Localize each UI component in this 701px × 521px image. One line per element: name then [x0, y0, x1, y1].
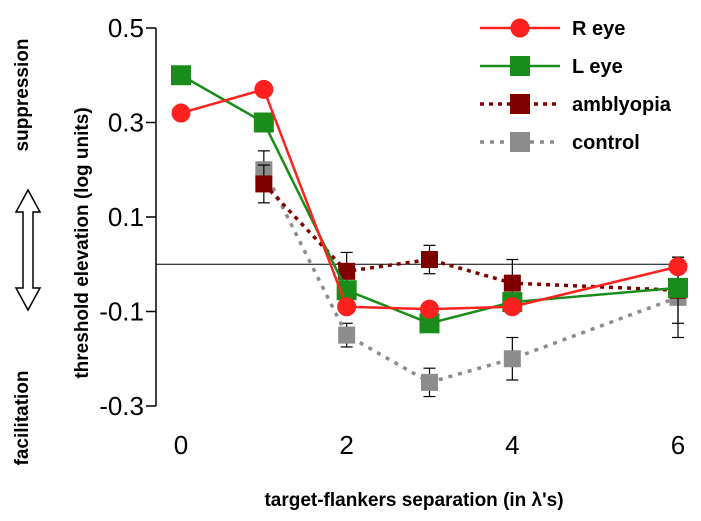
legend-label: control [572, 132, 640, 154]
data-point [337, 297, 357, 317]
x-axis-title: target-flankers separation (in λ's) [264, 490, 563, 511]
data-point [421, 373, 438, 391]
x-tick-label: 4 [505, 430, 519, 460]
data-point [502, 297, 522, 317]
legend-label: R eye [572, 18, 625, 40]
legend-marker [510, 132, 530, 152]
data-point [171, 103, 191, 123]
data-point [254, 79, 274, 99]
legend-marker [510, 94, 530, 114]
y-tick-label: 0.3 [108, 108, 144, 138]
data-point [253, 112, 274, 133]
x-tick-label: 0 [174, 430, 188, 460]
y-tick-label: 0.5 [108, 13, 144, 43]
data-point [421, 251, 438, 269]
data-point [255, 175, 273, 193]
data-point [338, 262, 356, 280]
data-point [668, 257, 688, 277]
double-arrow-icon [14, 188, 42, 312]
facilitation-label: facilitation [12, 370, 33, 465]
series-line-control [262, 168, 679, 385]
y-tick-label: -0.3 [99, 391, 144, 421]
y-tick-label: -0.1 [99, 297, 144, 327]
series-line-r-eye [180, 87, 679, 311]
data-point [171, 65, 191, 86]
legend-marker [510, 18, 530, 38]
data-point [338, 326, 356, 344]
y-axis-title: threshold elevation (log units) [72, 107, 93, 378]
x-tick-label: 2 [339, 430, 353, 460]
series-line-amblyopia [262, 182, 679, 292]
data-point [419, 313, 440, 334]
y-tick-label: 0.1 [108, 202, 144, 232]
data-point [420, 299, 439, 319]
plot-area: 0.5 0.3 0.1 -0.1 -0.3 0 2 4 6 [99, 13, 688, 460]
suppression-label: suppression [12, 39, 33, 152]
legend-marker [510, 56, 530, 76]
legend-label: amblyopia [572, 94, 672, 116]
data-point [668, 277, 688, 298]
legend-label: L eye [572, 56, 623, 78]
legend: R eye L eye amblyopia control [480, 18, 672, 154]
data-point [503, 350, 521, 368]
data-point [503, 274, 521, 292]
x-tick-label: 6 [671, 430, 685, 460]
